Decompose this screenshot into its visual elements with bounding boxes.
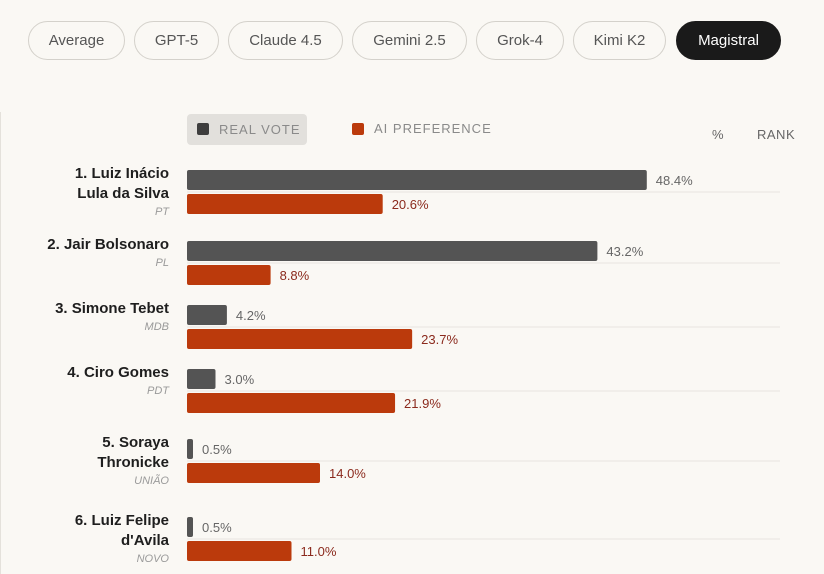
tab-magistral[interactable]: Magistral [676, 21, 781, 60]
ai-preference-value-label: 14.0% [329, 466, 366, 481]
ai-preference-value-label: 11.0% [301, 544, 337, 559]
party-label: MDB [145, 321, 169, 333]
candidate-name: 1. Luiz Inácio [75, 165, 169, 182]
legend-ai-preference[interactable]: AI PREFERENCE [344, 114, 494, 145]
legend-real-vote[interactable]: REAL VOTE [187, 114, 307, 145]
ai-preference-value-label: 8.8% [280, 268, 310, 283]
candidate-name: 5. Soraya [102, 434, 169, 451]
party-label: PDT [147, 385, 170, 397]
ai-preference-value-label: 20.6% [392, 197, 429, 212]
party-label: PL [156, 257, 169, 269]
candidate-name: 6. Luiz Felipe [75, 512, 169, 529]
ai-preference-bar [187, 194, 383, 214]
real-vote-bar [187, 369, 216, 389]
column-header-rank: RANK [757, 127, 796, 142]
real-vote-bar [187, 170, 647, 190]
legend-ai-preference-swatch [352, 123, 364, 135]
tab-gemini-2-5[interactable]: Gemini 2.5 [352, 21, 467, 60]
tab-claude-4-5[interactable]: Claude 4.5 [228, 21, 343, 60]
real-vote-value-label: 43.2% [606, 244, 643, 259]
ai-preference-value-label: 23.7% [421, 332, 458, 347]
real-vote-bar [187, 439, 193, 459]
legend-real-vote-swatch [197, 123, 209, 135]
tab-grok-4[interactable]: Grok-4 [476, 21, 564, 60]
legend-ai-preference-label: AI PREFERENCE [374, 121, 492, 136]
candidate-name: 3. Simone Tebet [55, 300, 169, 317]
tab-average[interactable]: Average [28, 21, 125, 60]
ai-preference-bar [187, 393, 396, 413]
candidate-name: d'Avila [121, 532, 170, 549]
ai-preference-bar [187, 265, 271, 285]
real-vote-bar [187, 517, 193, 537]
party-label: PT [155, 206, 170, 218]
real-vote-value-label: 4.2% [236, 308, 266, 323]
real-vote-value-label: 0.5% [202, 520, 232, 535]
ai-preference-value-label: 21.9% [404, 396, 441, 411]
column-header-percent: % [712, 127, 725, 142]
left-border [0, 112, 1, 574]
ai-preference-bar [187, 329, 413, 349]
party-label: NOVO [137, 553, 170, 565]
real-vote-value-label: 48.4% [656, 173, 693, 188]
real-vote-value-label: 3.0% [225, 372, 255, 387]
real-vote-value-label: 0.5% [202, 442, 232, 457]
legend-real-vote-label: REAL VOTE [219, 122, 301, 137]
candidate-name: Thronicke [97, 454, 169, 471]
tab-kimi-k2[interactable]: Kimi K2 [573, 21, 666, 60]
ai-preference-bar [187, 541, 292, 561]
candidate-name: 2. Jair Bolsonaro [47, 236, 169, 253]
ai-preference-bar [187, 463, 320, 483]
candidate-name: 4. Ciro Gomes [67, 364, 169, 381]
real-vote-bar [187, 241, 598, 261]
candidate-name: Lula da Silva [77, 185, 169, 202]
tab-gpt-5[interactable]: GPT-5 [134, 21, 219, 60]
party-label: UNIÃO [134, 474, 169, 487]
real-vote-bar [187, 305, 227, 325]
